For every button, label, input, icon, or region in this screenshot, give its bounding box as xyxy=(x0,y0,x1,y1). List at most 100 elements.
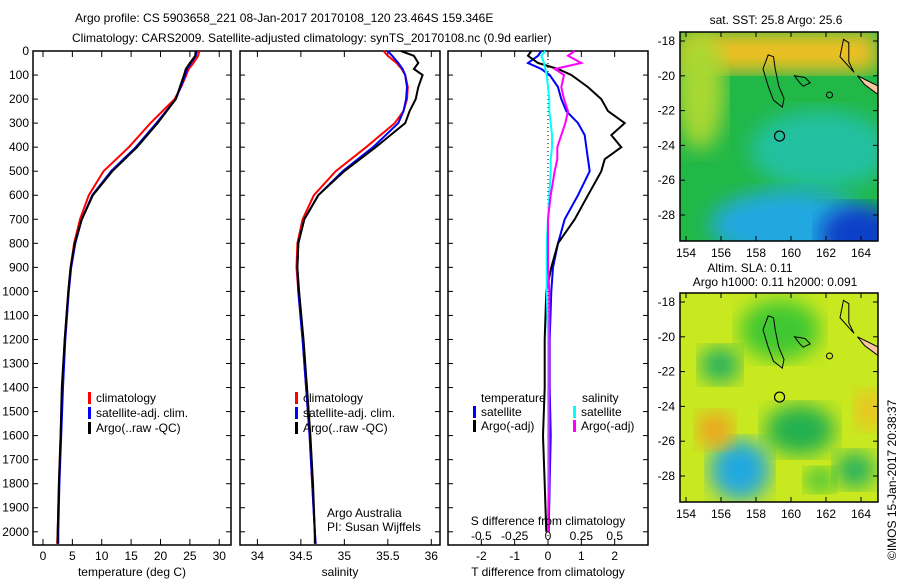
plot-frame xyxy=(32,50,232,546)
reef-outline xyxy=(793,75,812,87)
legend-header-salinity: salinity xyxy=(582,391,619,405)
legend-swatch xyxy=(295,407,298,419)
x-tick-label: 25 xyxy=(183,549,197,563)
new-caledonia-land xyxy=(857,336,878,357)
series-line-s-satellite xyxy=(540,50,553,532)
y-tick-label: 900 xyxy=(9,260,29,274)
legend-label: Argo(-adj) xyxy=(581,419,634,433)
reef-outline xyxy=(839,299,855,334)
y-tick-label: 500 xyxy=(9,164,29,178)
legend-swatch xyxy=(295,392,298,404)
x2-tick-label: -0.5 xyxy=(471,529,492,543)
x-tick-label: 20 xyxy=(154,549,168,563)
y-tick-label: 0 xyxy=(22,44,29,58)
map-field xyxy=(680,293,878,502)
y-tick-label: 1100 xyxy=(3,308,29,322)
sla-patch xyxy=(855,390,878,430)
x2-tick-label: 0 xyxy=(545,529,552,543)
lat-tick-label: -18 xyxy=(658,34,676,48)
lon-tick-label: 164 xyxy=(851,246,871,260)
argo-float-marker xyxy=(773,130,786,142)
legend-swatch xyxy=(295,422,298,434)
title-line-2: Climatology: CARS2009. Satellite-adjuste… xyxy=(72,31,552,45)
credit-text: ©IMOS 15-Jan-2017 20:38:37 xyxy=(885,399,899,560)
sla-patch xyxy=(700,347,740,383)
lon-tick-label: 154 xyxy=(676,246,696,260)
series-line-s-argo-adj- xyxy=(547,50,585,532)
legend-label: Argo(..raw -QC) xyxy=(303,421,388,435)
sla-patch xyxy=(835,452,875,488)
legend-swatch xyxy=(88,422,91,434)
y-tick-label: 700 xyxy=(9,212,29,226)
x-tick-label: 15 xyxy=(124,549,138,563)
series-line-argo-raw-qc- xyxy=(56,50,197,544)
y-tick-label: 800 xyxy=(9,236,29,250)
y-tick-label: 1900 xyxy=(2,501,29,515)
lon-tick-label: 154 xyxy=(676,507,696,521)
sla-patch xyxy=(805,468,835,492)
legend-swatch xyxy=(573,420,576,432)
lat-tick-label: -18 xyxy=(658,295,676,309)
map-frame xyxy=(679,31,879,242)
y-tick-label: 1400 xyxy=(2,381,29,395)
lon-tick-label: 158 xyxy=(746,246,766,260)
lon-tick-label: 162 xyxy=(816,246,836,260)
x-tick-label: 2 xyxy=(611,549,618,563)
legend-label: satellite-adj. clim. xyxy=(303,406,395,420)
y-tick-label: 300 xyxy=(9,116,29,130)
map-title: sat. SST: 25.8 Argo: 25.6 xyxy=(710,13,843,27)
legend-swatch xyxy=(473,420,476,432)
map-field xyxy=(680,32,878,241)
y-tick-label: 2000 xyxy=(2,525,29,539)
x-axis-label: temperature (deg C) xyxy=(78,565,186,579)
y-tick-label: 1000 xyxy=(2,284,29,298)
y-tick-label: 1700 xyxy=(2,453,29,467)
x-tick-label: 30 xyxy=(213,549,227,563)
y-tick-label: 400 xyxy=(9,140,29,154)
reef-outline xyxy=(839,38,855,73)
panel-temperature: 0 5 10 15 20 25 30 temperature (deg C) 0 100 200 30… xyxy=(2,44,232,579)
map-title: Altim. SLA: 0.11 xyxy=(707,261,792,275)
x2-tick-label: 0.25 xyxy=(570,529,594,543)
lon-tick-label: 156 xyxy=(711,246,731,260)
annotation-text: PI: Susan Wijffels xyxy=(327,520,421,534)
lat-tick-label: -20 xyxy=(658,330,676,344)
lon-tick-label: 160 xyxy=(781,507,801,521)
legend-label: satellite xyxy=(481,405,522,419)
reef-outline xyxy=(793,336,812,348)
sla-patch xyxy=(765,405,835,455)
series-line-satellite-adj-clim- xyxy=(296,50,409,544)
argo-float-marker xyxy=(773,391,786,403)
x2-tick-label: -0.25 xyxy=(501,529,529,543)
lon-tick-label: 162 xyxy=(816,507,836,521)
map-frame xyxy=(679,292,879,503)
sla-patch xyxy=(710,440,770,500)
x-axis-label: T difference from climatology xyxy=(471,565,625,579)
x-tick-label: 5 xyxy=(69,549,76,563)
title-line-1: Argo profile: CS 5903658_221 08-Jan-2017… xyxy=(75,11,493,25)
legend-swatch xyxy=(473,406,476,418)
x-tick-label: 36 xyxy=(425,549,439,563)
legend-label: climatology xyxy=(96,391,156,405)
lon-tick-label: 160 xyxy=(781,246,801,260)
lon-tick-label: 164 xyxy=(851,507,871,521)
sst-patch xyxy=(680,32,725,150)
lon-tick-label: 158 xyxy=(746,507,766,521)
legend-label: satellite-adj. clim. xyxy=(96,406,188,420)
lat-tick-label: -28 xyxy=(658,469,676,483)
reef-outline xyxy=(826,91,833,99)
legend-label: Argo(..raw -QC) xyxy=(96,421,181,435)
x-tick-label: -2 xyxy=(476,549,487,563)
sla-patch xyxy=(697,412,733,448)
annotation-text: Argo Australia xyxy=(327,506,402,520)
y-tick-label: 600 xyxy=(9,188,29,202)
x-tick-label: 34.5 xyxy=(289,549,313,563)
x-tick-label: 0 xyxy=(40,549,47,563)
x2-axis-label: S difference from climatology xyxy=(471,514,626,528)
map-sst_map: 154 156 158 160 162 164 -18 -20 -22 -24 -26 -28 sat.… xyxy=(658,13,879,260)
reef-outline xyxy=(762,315,785,369)
panel-difference: -2 -1 0 1 2 T difference from climatology temp… xyxy=(447,50,649,579)
lat-tick-label: -22 xyxy=(658,365,676,379)
